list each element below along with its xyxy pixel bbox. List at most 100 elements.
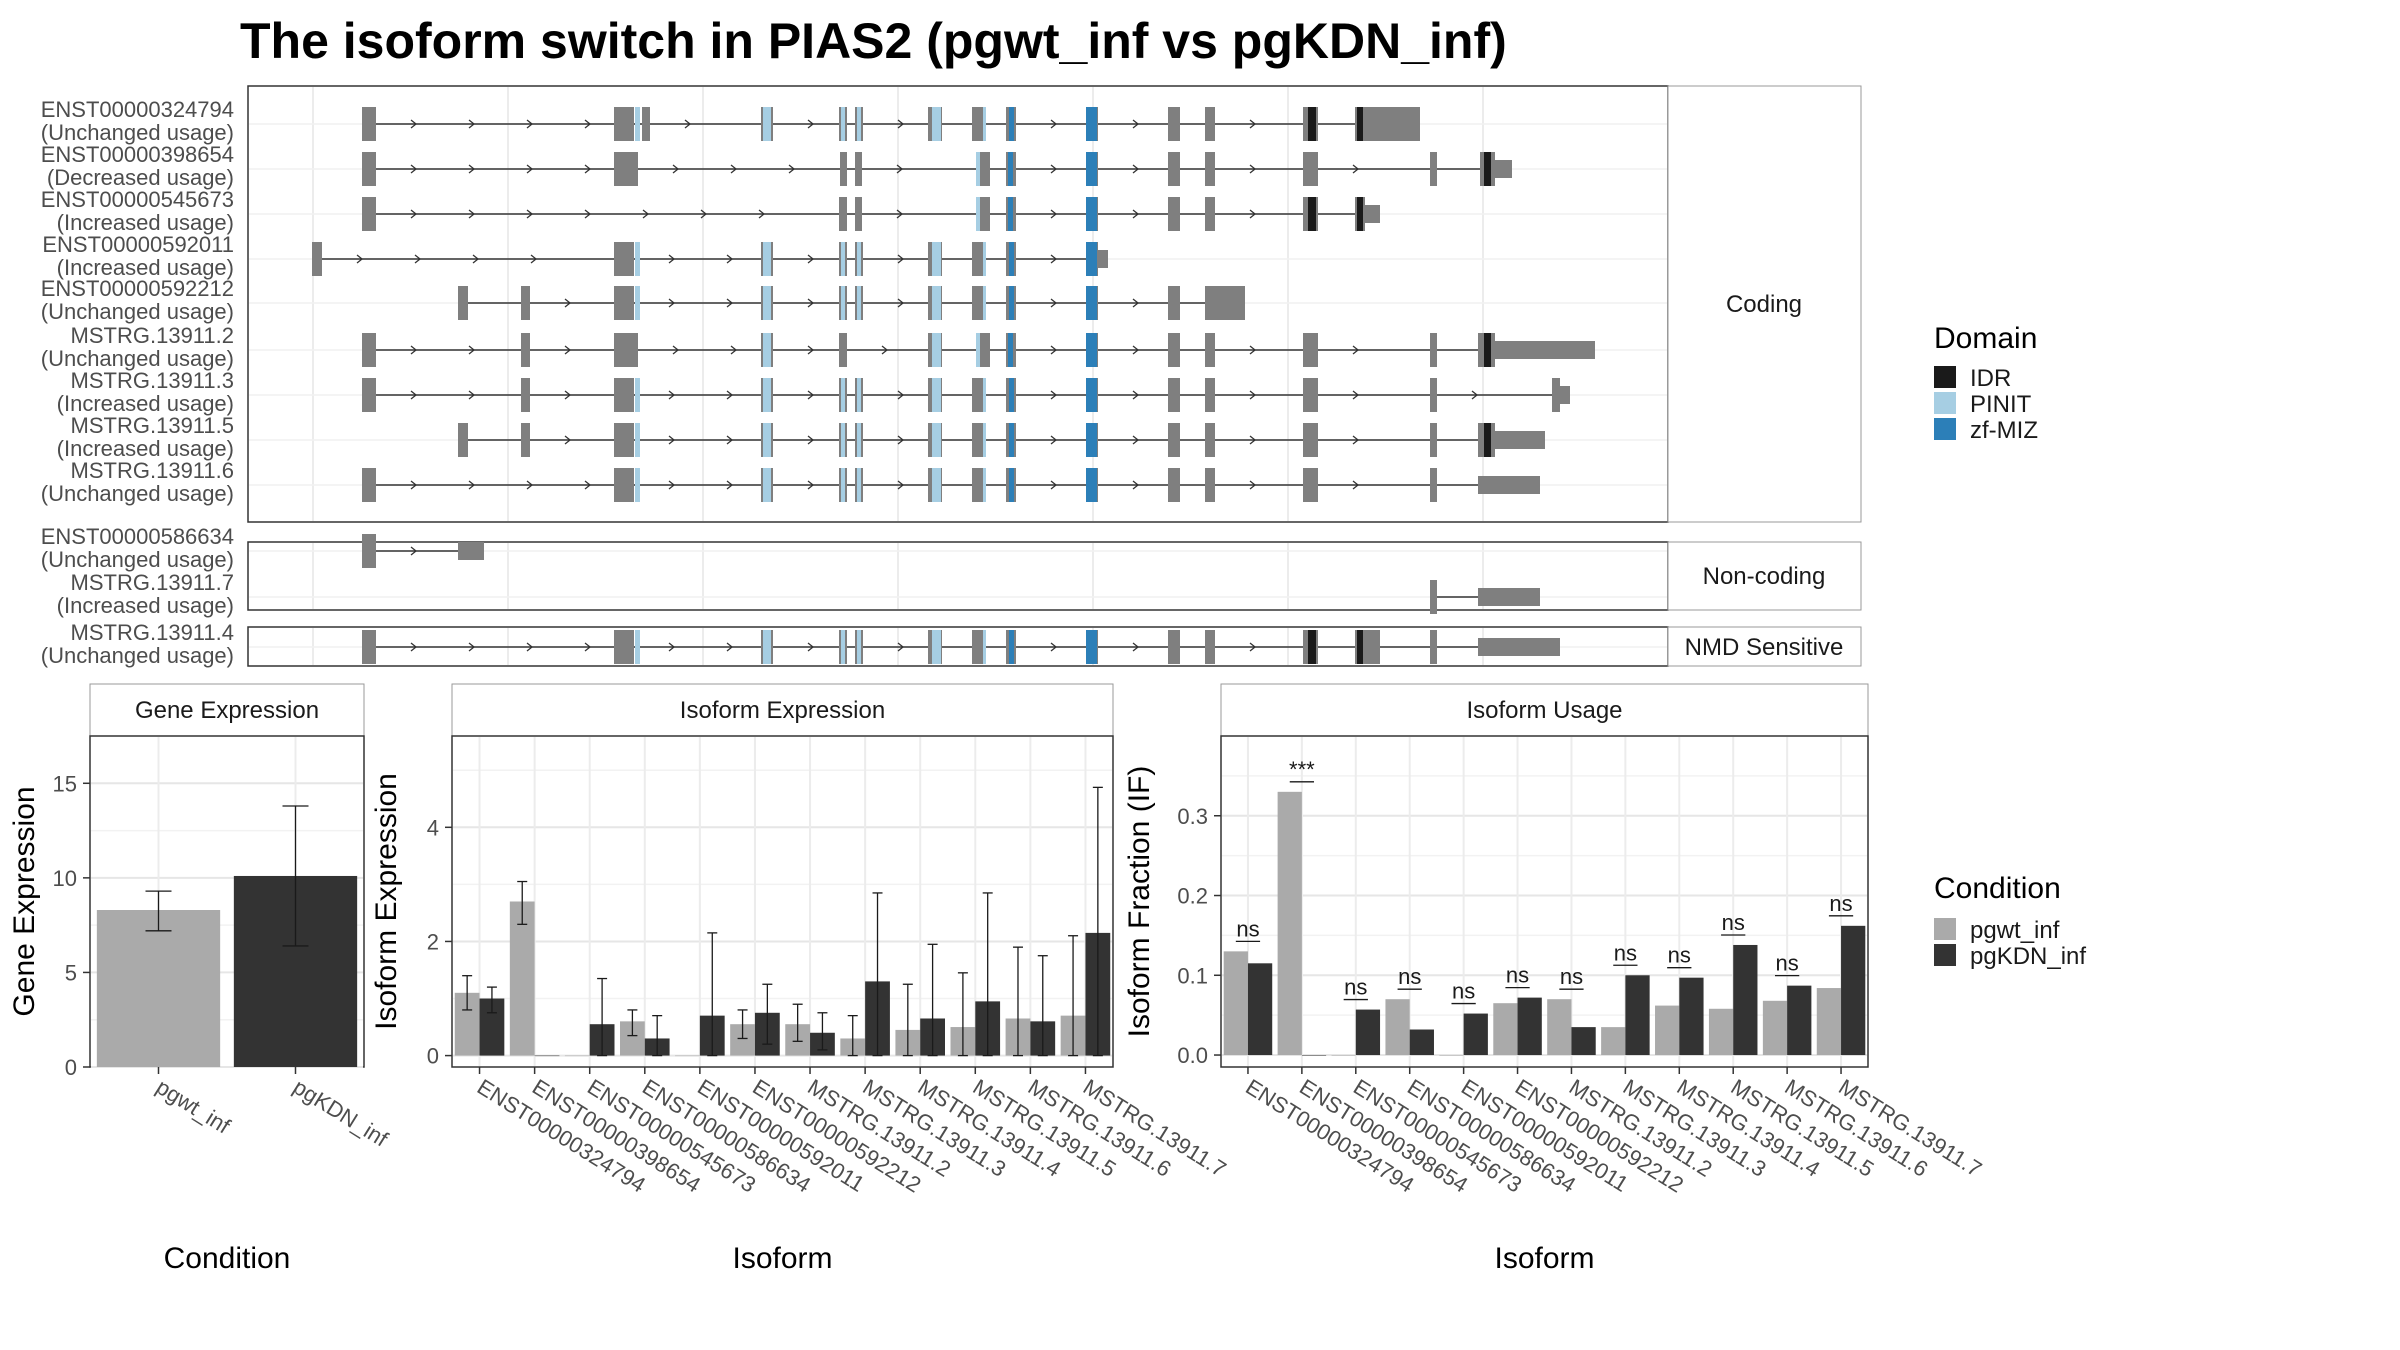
y-tick-label: 0.2 — [1177, 884, 1208, 909]
bar — [1493, 1003, 1518, 1056]
strand-arrow — [410, 480, 418, 490]
domain-block-pinit — [983, 242, 986, 276]
structure-panel: Coding Non-coding NMD Sensitive ENST0000… — [41, 85, 1862, 668]
exon-block — [521, 333, 530, 367]
exon-block — [1168, 197, 1180, 231]
domain-block-pinit — [857, 630, 861, 664]
exon-block — [312, 242, 322, 276]
domain-block-pinit — [763, 242, 771, 276]
domain-block-pinit — [635, 107, 640, 141]
exon-block — [614, 286, 634, 320]
domain-block-zf-miz — [1086, 378, 1097, 412]
exon-block — [1365, 205, 1380, 223]
domain-block-pinit — [932, 423, 941, 457]
bar — [1247, 963, 1273, 1056]
isoform-id-label: ENST00000545673 — [41, 187, 234, 212]
condition-legend: Condition pgwt_inf pgKDN_inf — [1934, 872, 2086, 970]
exon-block — [458, 423, 468, 457]
strand-arrow — [726, 435, 734, 445]
strand-arrow — [1050, 119, 1058, 129]
strand-arrow — [1352, 390, 1360, 400]
isoform-id-label: ENST00000398654 — [41, 142, 234, 167]
significance-label: ns — [1614, 940, 1637, 965]
y-tick-label: 0 — [427, 1044, 439, 1069]
y-tick-label: 0 — [65, 1055, 77, 1080]
exon-block — [1430, 630, 1437, 664]
isoform-usage-label: (Unchanged usage) — [41, 299, 234, 324]
strand-arrow — [410, 345, 418, 355]
bar — [564, 1055, 590, 1057]
strand-arrow — [668, 390, 676, 400]
domain-block-idr — [1308, 107, 1316, 141]
domain-block-pinit — [763, 468, 771, 502]
domain-block-idr — [1308, 630, 1316, 664]
strand-arrow — [1352, 480, 1360, 490]
strand-arrow — [1050, 345, 1058, 355]
exon-block — [1478, 476, 1540, 494]
strand-arrow — [414, 254, 422, 264]
exon-block — [1205, 468, 1215, 502]
significance-label: ns — [1506, 963, 1529, 988]
y-tick-label: 5 — [65, 960, 77, 985]
exon-block — [521, 286, 530, 320]
strand-arrow — [1050, 209, 1058, 219]
exon-block — [1495, 431, 1545, 449]
bar — [1517, 997, 1542, 1056]
exon-block — [521, 378, 530, 412]
panel-title: Isoform Expression — [680, 697, 885, 724]
domain-block-zf-miz — [1086, 630, 1097, 664]
group-label-noncoding: Non-coding — [1703, 563, 1826, 590]
strand-arrow — [526, 480, 534, 490]
domain-block-zf-miz — [1086, 286, 1097, 320]
domain-block-pinit — [763, 286, 771, 320]
strand-arrow — [526, 642, 534, 652]
y-axis-title: Isoform Expression — [370, 773, 403, 1030]
exon-block — [1168, 107, 1180, 141]
exon-block — [1478, 588, 1540, 606]
domain-block-pinit — [932, 630, 941, 664]
strand-arrow — [642, 209, 650, 219]
significance-label: ns — [1236, 916, 1259, 941]
coding-strip — [1667, 85, 1862, 523]
exon-block — [972, 423, 986, 457]
panel-strip — [89, 683, 365, 737]
strand-arrow — [897, 298, 905, 308]
domain-block-pinit — [857, 286, 861, 320]
domain-block-pinit — [983, 286, 986, 320]
strand-arrow — [410, 119, 418, 129]
isoform-id-label: MSTRG.13911.4 — [71, 620, 234, 645]
domain-block-pinit — [841, 107, 845, 141]
strand-arrow — [807, 298, 815, 308]
strand-arrow — [584, 119, 592, 129]
exon-block — [1205, 197, 1215, 231]
exon-block — [1168, 152, 1180, 186]
strand-arrow — [897, 435, 905, 445]
domain-block-zf-miz — [1008, 152, 1013, 186]
domain-block-zf-miz — [1009, 242, 1014, 276]
strand-arrow — [807, 254, 815, 264]
panel-strip — [451, 683, 1114, 737]
exon-block — [1205, 630, 1215, 664]
bar — [1571, 1027, 1596, 1056]
significance-label: ns — [1722, 910, 1745, 935]
strand-arrow — [807, 480, 815, 490]
exon-block — [1215, 286, 1245, 320]
legend-key-idr — [1934, 366, 1956, 388]
bar — [675, 1055, 700, 1057]
isoform-usage-label: (Increased usage) — [57, 436, 234, 461]
strand-arrow — [896, 164, 904, 174]
bar — [1463, 1013, 1488, 1056]
strand-arrow — [1132, 164, 1140, 174]
exon-block — [1478, 638, 1560, 656]
exon-block — [839, 333, 847, 367]
figure-title: The isoform switch in PIAS2 (pgwt_inf vs… — [240, 13, 1507, 69]
strand-arrow — [758, 209, 766, 219]
strand-arrow — [410, 390, 418, 400]
panel-title: Gene Expression — [135, 697, 319, 724]
exon-block — [521, 423, 530, 457]
significance-label: ns — [1668, 943, 1691, 968]
domain-block-pinit — [932, 242, 941, 276]
domain-block-idr — [1357, 197, 1363, 231]
strand-arrow — [1050, 254, 1058, 264]
